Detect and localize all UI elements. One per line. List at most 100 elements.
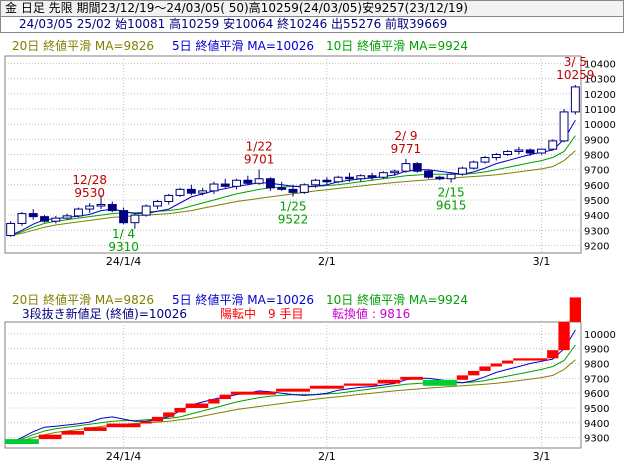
renko-brick-up [84,427,107,431]
renko-brick-up [219,394,231,400]
renko-brick-up [208,399,220,404]
low-annotation-value: 9522 [278,213,309,227]
x-tick-label: 3/1 [533,450,551,463]
candle-up [378,172,388,178]
candle-up [73,208,83,217]
renko-brick-up [490,363,502,367]
low-annotation-date: 1/25 [280,200,307,214]
renko-brick-up [479,366,491,371]
candle-up [390,170,400,174]
renko-brick-down [5,439,39,444]
candle-up [141,205,151,216]
renko-brick-up [377,379,401,384]
low-annotation-date: 2/15 [438,186,465,200]
renko-brick-up [230,391,277,395]
high-annotation-date: 3/ 5 [564,55,587,69]
renko-brick-up [38,434,62,440]
candle-up [17,213,27,224]
renko-brick-up [163,412,175,417]
candle-up [164,194,174,202]
renko-brick-up [558,321,570,351]
y-tick-label: 10400 [584,60,616,71]
candle-down [265,178,275,189]
candle-up [153,200,162,207]
candle-up [130,214,140,224]
candle-down [277,187,287,190]
y-tick-label: 9700 [584,374,609,385]
ohlc-info-bar: 24/03/05 25/02 始10081 高10259 安10064 終102… [0,17,624,33]
candle-up [559,111,569,142]
y-tick-label: 9400 [584,211,609,222]
y-tick-label: 9700 [584,166,609,177]
y-tick-label: 9400 [584,419,609,430]
candle-down [28,213,38,218]
y-tick-label: 10300 [584,75,616,86]
y-tick-label: 10100 [584,105,616,116]
renko-panel: 9300 9400 9500 9600 9700 9800 9900 10000 24/1/4 2… [4,297,616,463]
bottom-legend-ma5: 5日 終値平滑 MA=10026 [172,292,314,307]
renko-brick-up [569,297,581,322]
renko-brick-up [106,423,141,428]
renko-brick-up [276,388,310,392]
candlestick-panel: 9200 9300 9400 9500 9600 9700 9800 9900 10000 101… [4,55,616,268]
ma5-line [10,329,576,444]
low-annotation-value: 9310 [108,240,139,254]
candle-up [491,154,501,159]
candle-up [209,183,219,192]
renko-brick-up [343,383,378,386]
renko-turn-value: 転換値 : 9816 [332,306,410,321]
x-tick-label: 24/1/4 [106,255,141,268]
candle-down [345,176,354,180]
candle-up [570,86,580,113]
candle-down [367,175,377,178]
renko-brick-down [422,379,457,386]
renko-brick-up [456,375,469,380]
candle-up [514,149,524,152]
candle-up [401,163,411,172]
ma20-line [10,359,576,444]
y-tick-label: 9600 [584,389,609,400]
renko-brick-up [185,403,209,408]
high-annotation-value: 9530 [74,186,105,200]
candle-up [356,175,366,180]
high-annotation-value: 9771 [391,142,422,156]
ohlc-info-text: 24/03/05 25/02 始10081 高10259 安10064 終102… [19,17,448,31]
renko-brick-up [309,385,344,389]
high-annotation-date: 2/ 9 [394,129,417,143]
top-legend-ma5: 5日 終値平滑 MA=10026 [172,38,314,53]
candle-down [186,188,196,194]
high-annotation-date: 12/28 [72,173,107,187]
renko-status: 陽転中 9 手目 [220,306,303,321]
candle-up [51,217,61,222]
candle-down [107,204,117,212]
candle-up [537,148,546,154]
candle-down [412,163,422,172]
bottom-legend-ma20: 20日 終値平滑 MA=9826 [12,292,154,307]
renko-brick-up [468,370,480,376]
candle-up [469,161,479,169]
y-tick-label: 9500 [584,404,609,415]
y-tick-label: 10000 [584,120,616,131]
y-tick-label: 9500 [584,196,609,207]
candle-up [446,173,456,180]
x-tick-label: 3/1 [533,255,551,268]
x-tick-label: 24/1/4 [106,450,141,463]
chart-info-bar: 金 日足 先限 期間23/12/19〜24/03/05( 50)高10259(2… [0,0,624,17]
candle-up [503,150,513,156]
high-annotation-value: 9701 [244,153,275,167]
top-legend-ma10: 10日 終値平滑 MA=9924 [326,38,468,53]
candle-down [525,149,535,154]
candle-down [119,210,129,224]
y-tick-label: 9800 [584,360,609,371]
candle-up [548,140,558,150]
y-tick-label: 10200 [584,90,616,101]
low-annotation-value: 9615 [436,199,467,213]
renko-brick-up [151,416,164,422]
y-tick-label: 10000 [584,330,616,341]
renko-brick-up [547,350,559,359]
candle-down [40,216,49,222]
candle-up [311,179,321,186]
renko-brick-up [501,360,514,364]
bottom-legend-ma10: 10日 終値平滑 MA=9924 [326,292,468,307]
